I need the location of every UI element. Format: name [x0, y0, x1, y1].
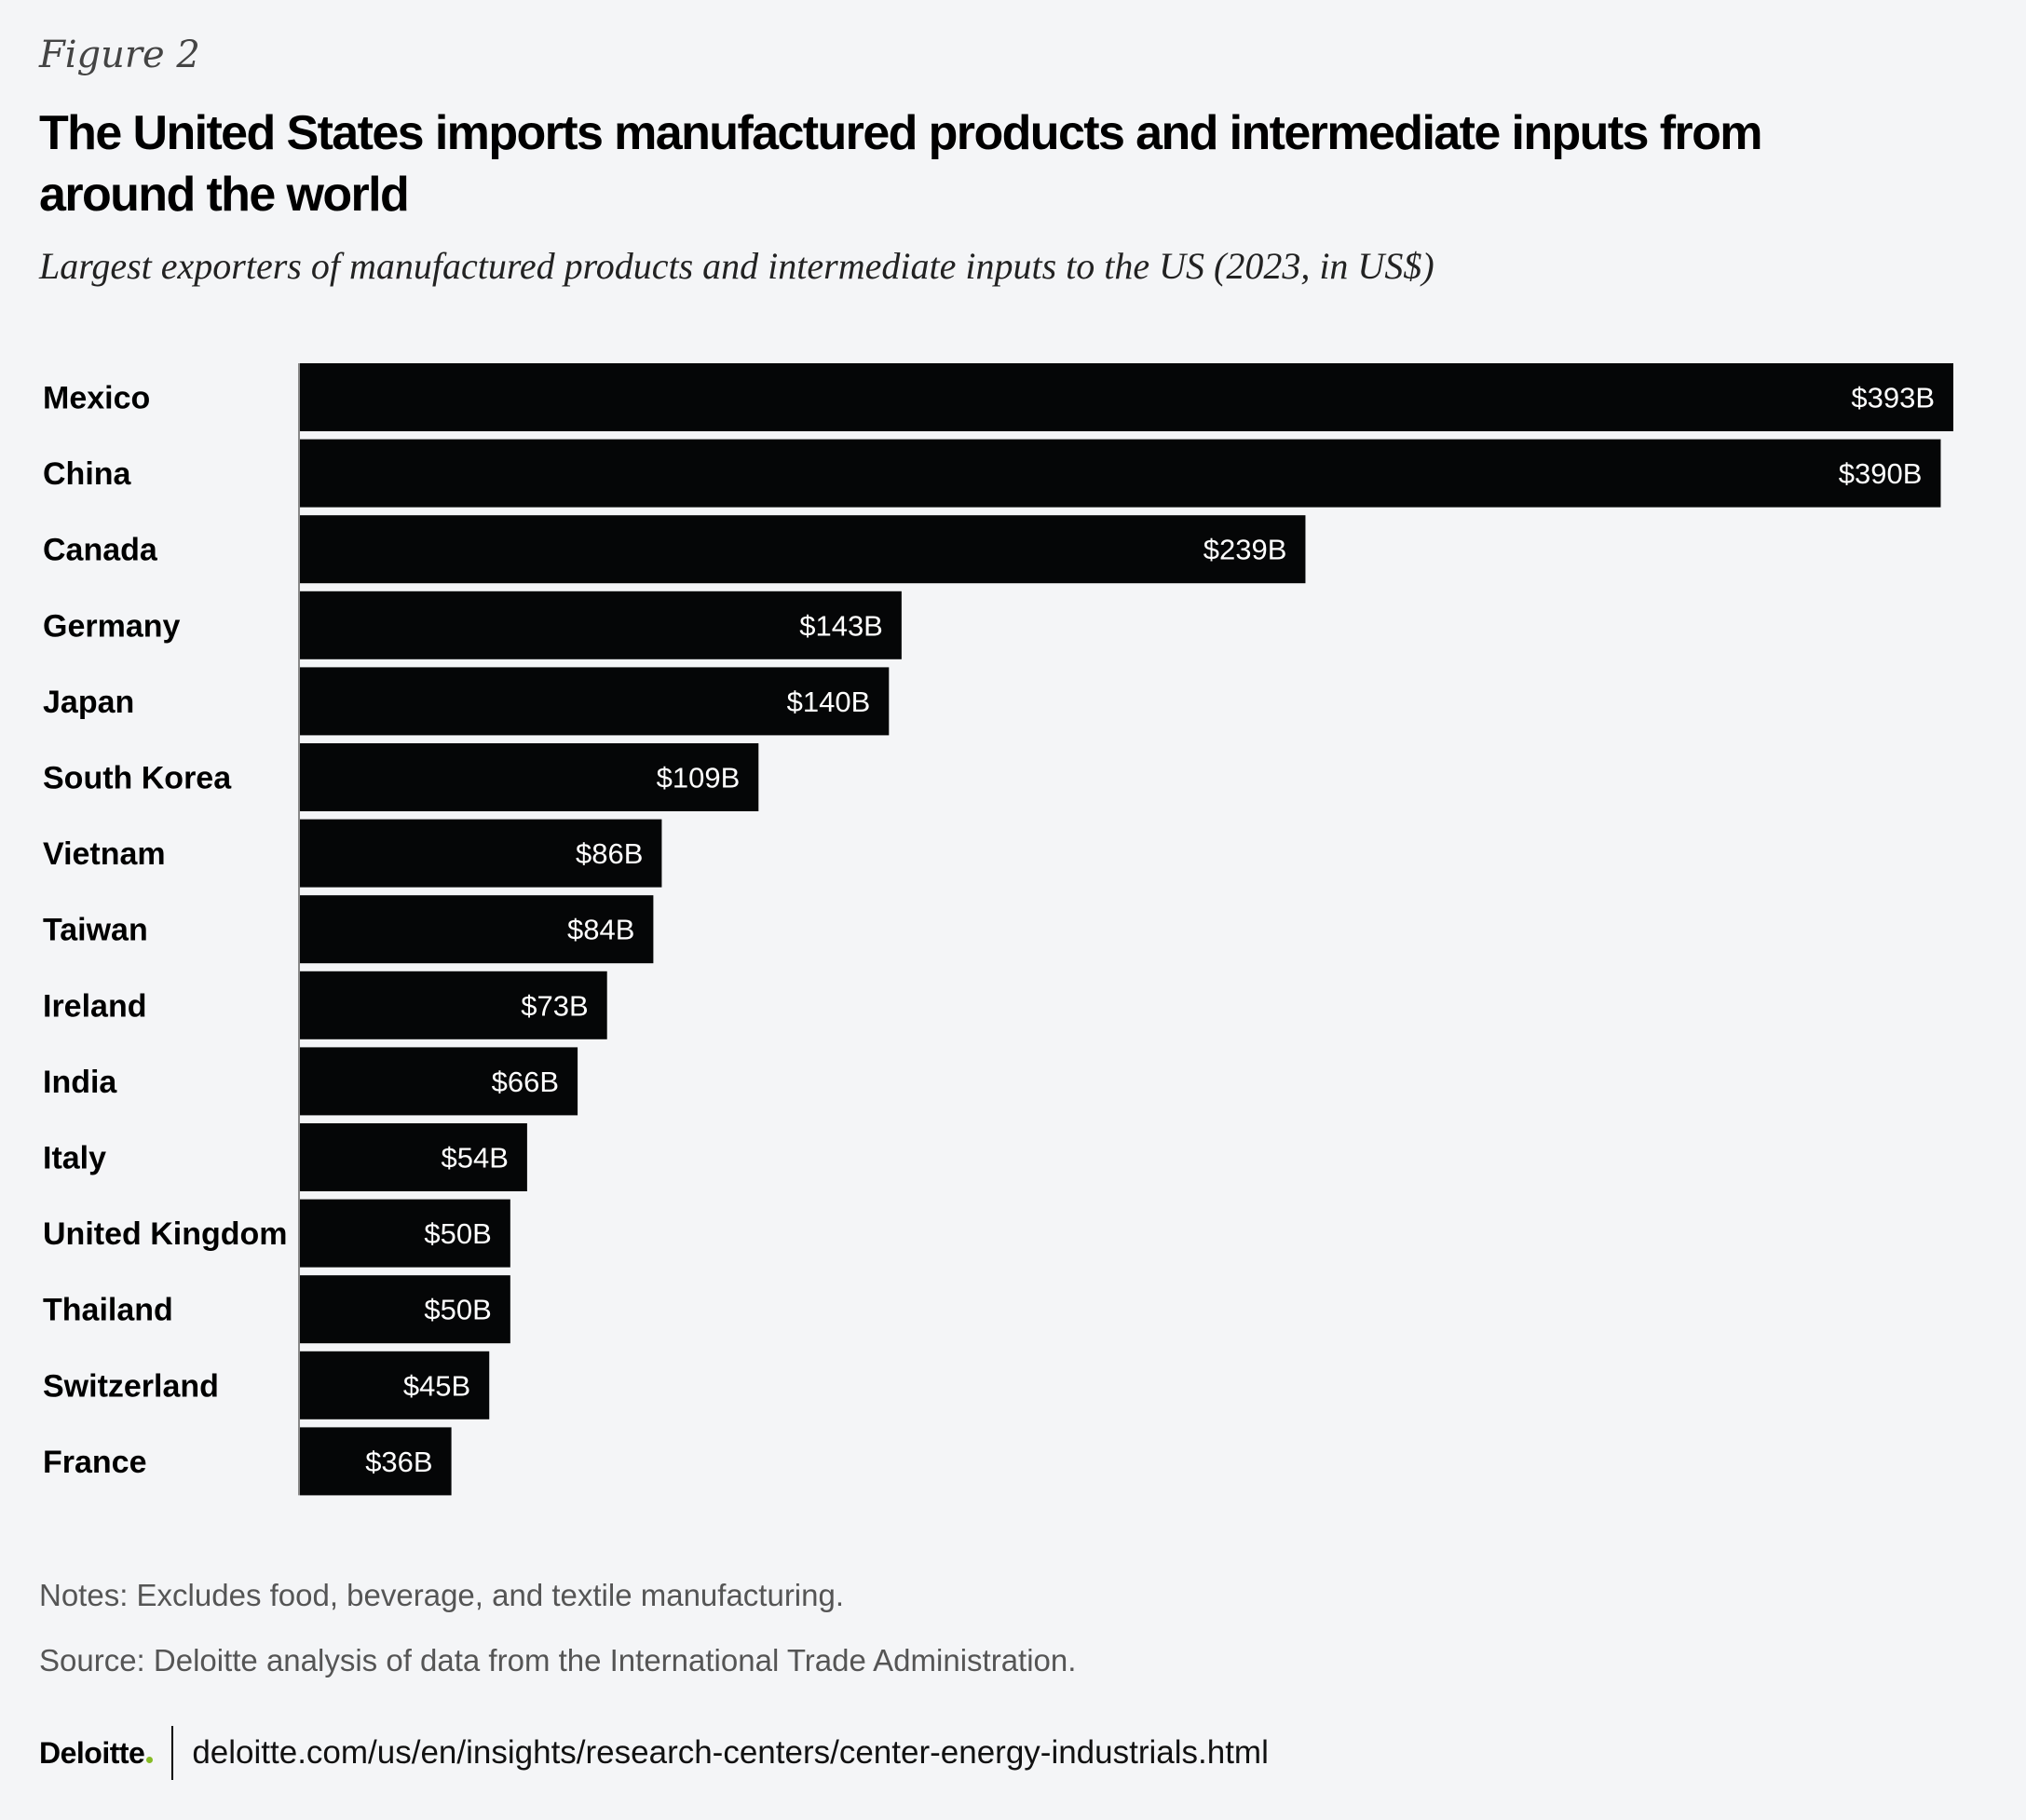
bar-italy [300, 1123, 527, 1191]
bar-chart: Mexico $393B China $390B Canada $239B Germany $… [43, 363, 1953, 1496]
bar-india [300, 1047, 578, 1116]
figure-label: Figure 2 [39, 34, 200, 76]
value-label: $143B [799, 609, 883, 642]
category-label: Italy [43, 1141, 106, 1176]
footer-divider [171, 1726, 174, 1780]
footer: Deloitte deloitte.com/us/en/insights/res… [39, 1725, 1269, 1781]
bar-france [300, 1427, 452, 1496]
bar-switzerland [300, 1351, 490, 1419]
category-label: Canada [43, 533, 158, 568]
chart-title: The United States imports manufactured p… [39, 106, 1762, 222]
value-label: $390B [1839, 457, 1923, 490]
value-label: $73B [521, 989, 588, 1022]
value-label: $45B [403, 1369, 470, 1402]
category-label: Japan [43, 685, 134, 720]
category-label: Mexico [43, 381, 150, 416]
category-label: South Korea [43, 761, 232, 796]
category-label: Taiwan [43, 913, 148, 948]
category-label: United Kingdom [43, 1216, 288, 1252]
chart-source: Source: Deloitte analysis of data from t… [39, 1643, 1077, 1677]
bars-group: Mexico $393B China $390B Canada $239B Germany $… [43, 363, 1953, 1496]
category-label: Germany [43, 608, 180, 644]
value-label: $239B [1203, 534, 1287, 566]
value-label: $109B [657, 762, 741, 795]
value-label: $54B [441, 1142, 508, 1175]
value-label: $86B [576, 837, 643, 870]
logo-dot-icon [146, 1756, 154, 1763]
value-label: $66B [492, 1066, 559, 1098]
category-label: China [43, 456, 132, 492]
bar-thailand [300, 1275, 510, 1344]
footer-url[interactable]: deloitte.com/us/en/insights/research-cen… [192, 1734, 1269, 1771]
value-label: $84B [567, 914, 634, 946]
bar-south-korea [300, 743, 759, 811]
bar-germany [300, 591, 902, 659]
bar-mexico [300, 363, 1953, 431]
value-label: $50B [424, 1217, 491, 1250]
value-label: $140B [787, 686, 871, 718]
chart-subtitle: Largest exporters of manufactured produc… [39, 245, 1435, 287]
logo-text: Deloitte [39, 1735, 145, 1770]
bar-united-kingdom [300, 1199, 510, 1268]
bar-canada [300, 515, 1306, 584]
chart-notes: Notes: Excludes food, beverage, and text… [39, 1578, 845, 1612]
category-label: India [43, 1065, 117, 1100]
value-label: $50B [424, 1294, 491, 1326]
value-label: $393B [1851, 382, 1935, 414]
bar-china [300, 439, 1941, 508]
category-label: Ireland [43, 988, 146, 1024]
category-label: France [43, 1445, 147, 1480]
deloitte-logo: Deloitte [39, 1735, 154, 1771]
bar-japan [300, 667, 890, 736]
bar-taiwan [300, 895, 654, 964]
bar-vietnam [300, 819, 662, 888]
category-label: Switzerland [43, 1368, 219, 1404]
bar-ireland [300, 971, 607, 1039]
category-label: Vietnam [43, 836, 166, 872]
category-label: Thailand [43, 1293, 173, 1328]
value-label: $36B [365, 1446, 432, 1478]
